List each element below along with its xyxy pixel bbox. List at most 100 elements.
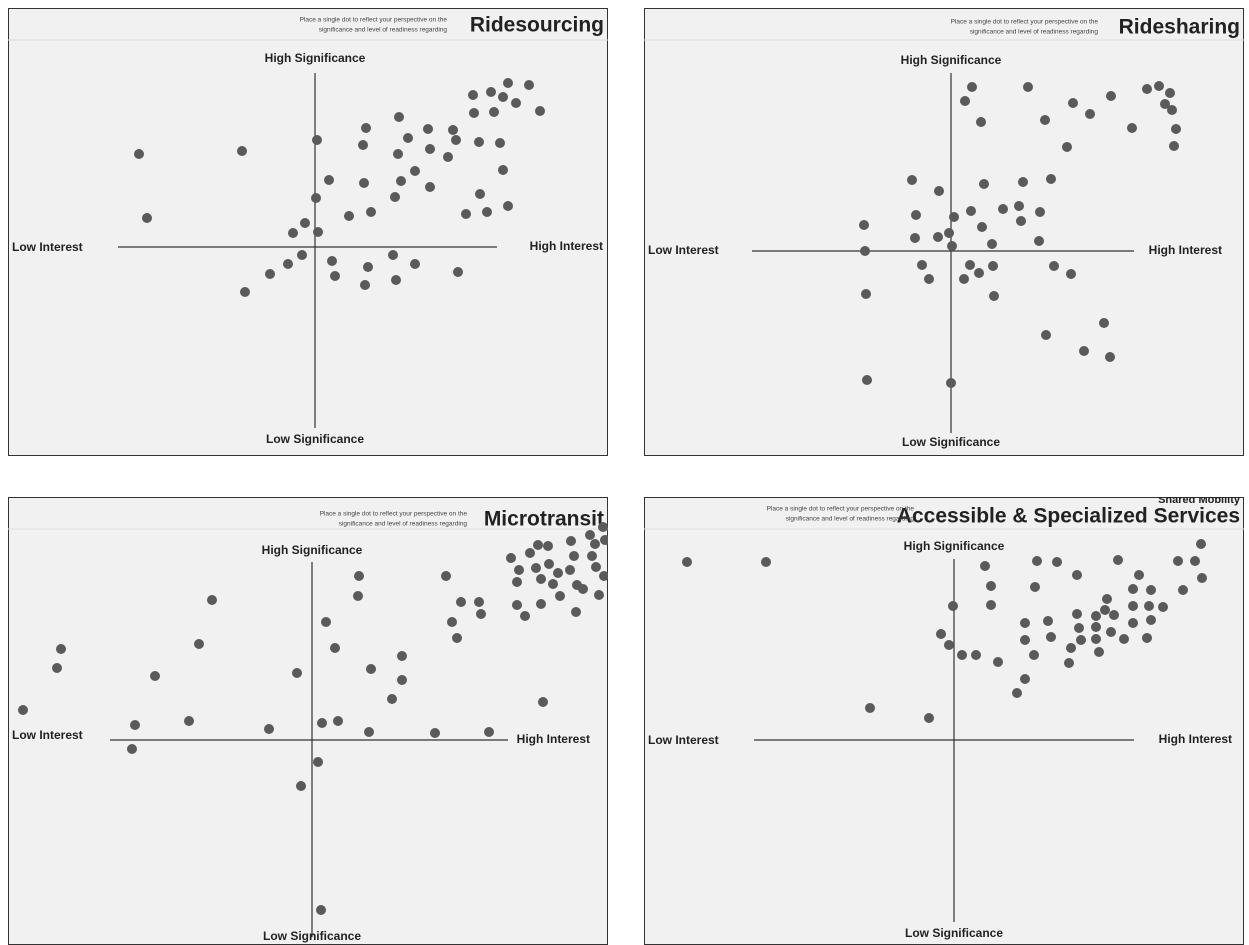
poster: High Significance Low Significance Low Int… bbox=[8, 8, 608, 456]
dot bbox=[1014, 201, 1024, 211]
dot bbox=[989, 291, 999, 301]
dot bbox=[237, 146, 247, 156]
dot bbox=[977, 222, 987, 232]
dot bbox=[330, 271, 340, 281]
dot bbox=[536, 574, 546, 584]
dot bbox=[924, 713, 934, 723]
dot bbox=[396, 176, 406, 186]
dot bbox=[240, 287, 250, 297]
dot bbox=[498, 165, 508, 175]
dot bbox=[533, 540, 543, 550]
dot bbox=[1029, 650, 1039, 660]
axis-label-bottom: Low Significance bbox=[263, 929, 361, 943]
dot bbox=[910, 233, 920, 243]
dot bbox=[1106, 627, 1116, 637]
dot bbox=[1040, 115, 1050, 125]
dot bbox=[948, 601, 958, 611]
dot bbox=[934, 186, 944, 196]
dot bbox=[1079, 346, 1089, 356]
axis-label-left: Low Interest bbox=[648, 733, 719, 747]
dot bbox=[264, 724, 274, 734]
dot bbox=[993, 657, 1003, 667]
dot bbox=[862, 375, 872, 385]
dot bbox=[482, 207, 492, 217]
instruction: significance and level of readiness rega… bbox=[786, 516, 915, 523]
dot bbox=[18, 705, 28, 715]
dot bbox=[553, 568, 563, 578]
dot bbox=[1016, 216, 1026, 226]
dot bbox=[397, 651, 407, 661]
dot bbox=[1066, 269, 1076, 279]
dot bbox=[1072, 570, 1082, 580]
dot bbox=[344, 211, 354, 221]
dot bbox=[924, 274, 934, 284]
dot bbox=[682, 557, 692, 567]
dot bbox=[288, 228, 298, 238]
dot bbox=[311, 193, 321, 203]
axis-label-top: High Significance bbox=[265, 51, 366, 65]
dot bbox=[1091, 634, 1101, 644]
dot bbox=[313, 757, 323, 767]
dot bbox=[1190, 556, 1200, 566]
dot bbox=[1041, 330, 1051, 340]
dot bbox=[917, 260, 927, 270]
axis-label-right: High Interest bbox=[1149, 243, 1222, 257]
dot bbox=[1046, 632, 1056, 642]
dot bbox=[512, 577, 522, 587]
dot bbox=[312, 135, 322, 145]
dot bbox=[296, 781, 306, 791]
dot bbox=[543, 541, 553, 551]
dot bbox=[410, 166, 420, 176]
dot bbox=[363, 262, 373, 272]
dot bbox=[292, 668, 302, 678]
dot bbox=[361, 123, 371, 133]
dot bbox=[359, 178, 369, 188]
dot bbox=[1144, 601, 1154, 611]
dot bbox=[447, 617, 457, 627]
dot bbox=[535, 106, 545, 116]
dot bbox=[321, 617, 331, 627]
dot bbox=[947, 241, 957, 251]
dot bbox=[297, 250, 307, 260]
poster-background bbox=[644, 497, 1244, 945]
dot bbox=[520, 611, 530, 621]
dot bbox=[555, 591, 565, 601]
dot bbox=[1012, 688, 1022, 698]
dot bbox=[1066, 643, 1076, 653]
dot bbox=[524, 80, 534, 90]
instruction: significance and level of readiness rega… bbox=[319, 27, 448, 34]
dot bbox=[1128, 584, 1138, 594]
dot bbox=[1160, 99, 1170, 109]
dot bbox=[453, 267, 463, 277]
dot bbox=[489, 107, 499, 117]
dot bbox=[324, 175, 334, 185]
axis-label-left: Low Interest bbox=[648, 243, 719, 257]
dot bbox=[327, 256, 337, 266]
dot bbox=[184, 716, 194, 726]
dot bbox=[425, 182, 435, 192]
dot bbox=[495, 138, 505, 148]
dot bbox=[388, 250, 398, 260]
dot bbox=[394, 112, 404, 122]
dot bbox=[585, 530, 595, 540]
dot bbox=[474, 137, 484, 147]
dot bbox=[1099, 318, 1109, 328]
dot bbox=[1032, 556, 1042, 566]
dot bbox=[1091, 611, 1101, 621]
dot bbox=[536, 599, 546, 609]
dot bbox=[944, 228, 954, 238]
dot bbox=[1134, 570, 1144, 580]
dot bbox=[1142, 84, 1152, 94]
dot bbox=[397, 675, 407, 685]
dot bbox=[330, 643, 340, 653]
dot bbox=[52, 663, 62, 673]
dot bbox=[1094, 647, 1104, 657]
dot bbox=[998, 204, 1008, 214]
dot bbox=[451, 135, 461, 145]
dot bbox=[484, 727, 494, 737]
supertitle: Shared Mobility bbox=[1158, 497, 1241, 506]
poster: High Significance Low Significance Low Int… bbox=[8, 497, 608, 945]
dot bbox=[390, 192, 400, 202]
dot bbox=[986, 581, 996, 591]
dot bbox=[865, 703, 875, 713]
